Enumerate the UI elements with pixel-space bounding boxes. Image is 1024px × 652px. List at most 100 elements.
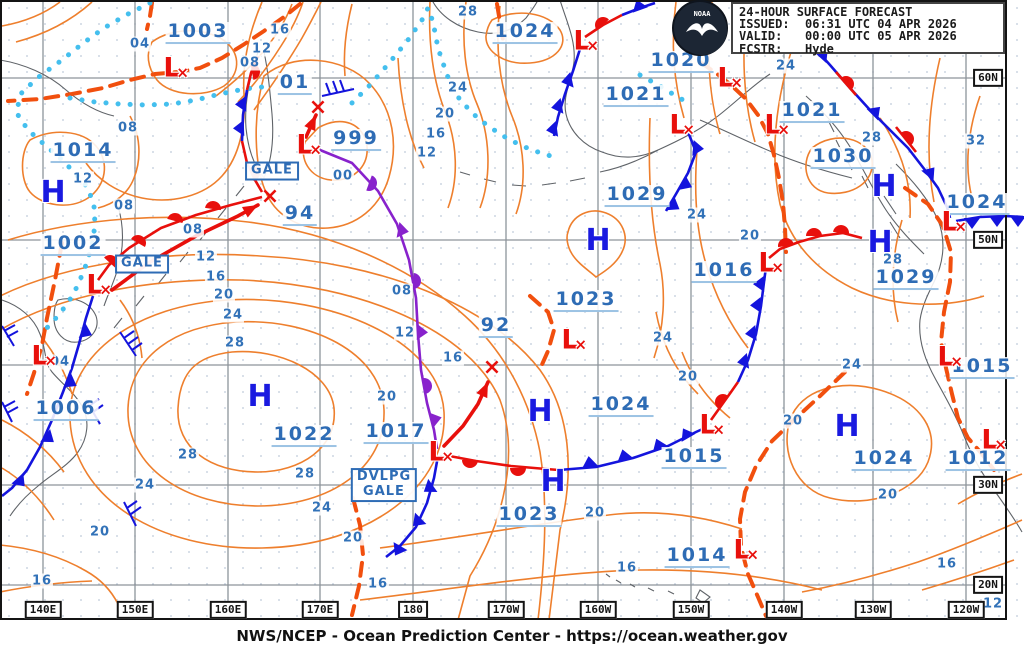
isobar-value-label: 20 bbox=[876, 487, 900, 503]
low-pressure-symbol: L × bbox=[86, 269, 112, 301]
pressure-value-label: 1017 bbox=[363, 420, 429, 444]
pressure-value-label: 1022 bbox=[271, 423, 337, 447]
forecast-header-value: 00:00 UTC 05 APR 2026 bbox=[805, 29, 957, 44]
movement-arrowhead bbox=[304, 115, 316, 132]
warm-front-pip bbox=[167, 213, 183, 224]
pressure-value-label: 1023 bbox=[496, 503, 562, 527]
isobar-value-label: 12 bbox=[194, 249, 218, 265]
low-pressure-symbol: L × bbox=[163, 52, 189, 84]
pressure-value-label: 1024 bbox=[492, 20, 558, 44]
isobar-value-label: 12 bbox=[981, 596, 1005, 612]
cold-front-pip bbox=[678, 175, 693, 190]
warm-front-pip bbox=[900, 131, 914, 145]
trough-line bbox=[350, 496, 366, 617]
pressure-value-label: 1024 bbox=[944, 191, 1010, 215]
dotted-boundary-line bbox=[67, 84, 265, 108]
low-pressure-symbol: L × bbox=[758, 247, 784, 279]
isobar bbox=[379, 512, 743, 549]
cold-front-pip bbox=[866, 106, 881, 121]
pressure-value-label: 01 bbox=[277, 71, 313, 95]
cold-front-pip bbox=[745, 324, 757, 341]
isobar bbox=[485, 12, 564, 64]
occluded-front bbox=[319, 148, 439, 450]
cold-front-pip bbox=[546, 120, 559, 137]
isobar bbox=[681, 351, 731, 419]
pressure-value-label: 1024 bbox=[588, 393, 654, 417]
isobar-value-label: 16 bbox=[268, 22, 292, 38]
svg-text:NOAA: NOAA bbox=[694, 10, 712, 18]
isobar-value-label: 12 bbox=[250, 41, 274, 57]
high-pressure-symbol: H bbox=[834, 409, 860, 444]
low-pressure-symbol: L × bbox=[573, 25, 599, 57]
longitude-label: 140E bbox=[24, 600, 62, 620]
longitude-label: 120W bbox=[947, 600, 985, 620]
forecast-header-label: ISSUED: bbox=[739, 17, 790, 32]
cold-front-pip bbox=[617, 449, 633, 463]
dotted-boundary-line bbox=[637, 72, 695, 108]
forecast-position-x: × bbox=[308, 95, 328, 120]
isobar bbox=[648, 117, 665, 359]
forecast-title: 24-HOUR SURFACE FORECAST bbox=[739, 5, 913, 19]
longitude-label: 160E bbox=[209, 600, 247, 620]
warm-front-pip bbox=[131, 235, 146, 247]
warm-front-pip bbox=[833, 225, 849, 235]
cold-front-pip bbox=[235, 95, 247, 112]
isobar-value-label: 00 bbox=[331, 168, 355, 184]
isobar bbox=[928, 57, 941, 203]
cold-front-pip bbox=[11, 472, 25, 487]
pressure-value-label: 1029 bbox=[604, 183, 670, 207]
forecast-header-value: 06:31 UTC 04 APR 2026 bbox=[805, 17, 957, 32]
isobar-value-label: 24 bbox=[774, 58, 798, 74]
cold-front-pip bbox=[964, 218, 980, 229]
trough-line bbox=[25, 241, 64, 396]
pressure-value-label: 1015 bbox=[661, 445, 727, 469]
low-pressure-symbol: L × bbox=[31, 340, 57, 372]
gale-warning-box: DVLPG GALE bbox=[350, 468, 418, 502]
cold-front-pip bbox=[561, 71, 574, 88]
warm-front bbox=[96, 195, 263, 281]
high-pressure-symbol: H bbox=[40, 175, 66, 210]
isobar-value-label: 16 bbox=[935, 556, 959, 572]
isobar-value-label: 16 bbox=[366, 576, 390, 592]
isobar-value-label: 28 bbox=[456, 4, 480, 20]
gale-warning-box: GALE bbox=[115, 254, 169, 274]
high-pressure-symbol: H bbox=[527, 394, 553, 429]
isobar-value-label: 08 bbox=[112, 198, 136, 214]
pressure-value-label: 1021 bbox=[603, 83, 669, 107]
wind-barb-icon bbox=[119, 330, 143, 357]
longitude-label: 130W bbox=[854, 600, 892, 620]
isobar-value-label: 28 bbox=[176, 447, 200, 463]
isobar-value-label: 12 bbox=[71, 171, 95, 187]
isobar bbox=[177, 350, 335, 473]
isobar-value-label: 32 bbox=[964, 133, 988, 149]
low-pressure-symbol: L × bbox=[669, 109, 695, 141]
isobar bbox=[127, 320, 385, 507]
isobar-value-label: 24 bbox=[685, 207, 709, 223]
warm-front-pip bbox=[462, 460, 478, 468]
warm-front-pip bbox=[778, 238, 794, 248]
map-frame bbox=[0, 0, 1007, 620]
cold-front-pip bbox=[551, 97, 564, 114]
cold-front-pip bbox=[753, 275, 765, 292]
wind-barb-icon bbox=[123, 500, 142, 527]
isobar-value-label: 28 bbox=[223, 335, 247, 351]
longitude-label: 150W bbox=[672, 600, 710, 620]
pressure-value-label: 1023 bbox=[553, 288, 619, 312]
coastline bbox=[459, 149, 659, 187]
trough-line bbox=[145, 1, 154, 31]
cold-front-pip bbox=[40, 429, 54, 443]
trough-line bbox=[528, 294, 557, 371]
isobar-value-label: 20 bbox=[433, 106, 457, 122]
isobar-value-label: 16 bbox=[204, 269, 228, 285]
isobar bbox=[1, 419, 65, 473]
isobar-value-label: 28 bbox=[860, 130, 884, 146]
isobar bbox=[463, 1, 489, 209]
high-pressure-symbol: H bbox=[247, 379, 273, 414]
coastline bbox=[605, 573, 711, 604]
pressure-value-label: 92 bbox=[478, 314, 514, 338]
weather-map: 1003 1024 1020 1021 1021 1030 1014 1029 01 999 94 1… bbox=[0, 0, 1024, 620]
cold-front-pip bbox=[632, 0, 648, 13]
warm-front-pip bbox=[595, 17, 609, 31]
isobar-value-label: 20 bbox=[341, 530, 365, 546]
forecast-header-row: ISSUED: 06:31 UTC 04 APR 2026 bbox=[739, 18, 1003, 30]
